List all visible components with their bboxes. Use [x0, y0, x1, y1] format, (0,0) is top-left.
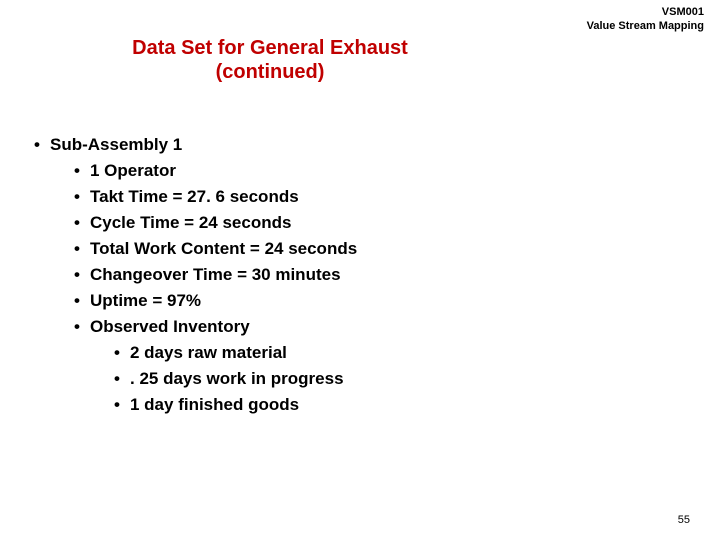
header-code: VSM001: [662, 6, 704, 18]
bullet-lvl3: 1 day finished goods: [114, 395, 690, 415]
bullet-lvl2: Changeover Time = 30 minutes: [74, 265, 690, 285]
bullet-lvl2: Observed Inventory: [74, 317, 690, 337]
bullet-lvl2: 1 Operator: [74, 161, 690, 181]
bullet-lvl2: Total Work Content = 24 seconds: [74, 239, 690, 259]
content-area: Sub-Assembly 1 1 Operator Takt Time = 27…: [34, 135, 690, 421]
page-number: 55: [678, 514, 690, 526]
bullet-lvl2: Cycle Time = 24 seconds: [74, 213, 690, 233]
header-subtitle: Value Stream Mapping: [587, 20, 704, 32]
bullet-lvl2: Takt Time = 27. 6 seconds: [74, 187, 690, 207]
bullet-lvl1: Sub-Assembly 1: [34, 135, 690, 155]
title-line-1: Data Set for General Exhaust: [132, 37, 408, 59]
slide-title: Data Set for General Exhaust (continued): [90, 36, 450, 84]
bullet-lvl3: 2 days raw material: [114, 343, 690, 363]
bullet-lvl3: . 25 days work in progress: [114, 369, 690, 389]
circle-2: [510, 0, 620, 80]
bullet-lvl2: Uptime = 97%: [74, 291, 690, 311]
title-line-2: (continued): [216, 61, 325, 83]
